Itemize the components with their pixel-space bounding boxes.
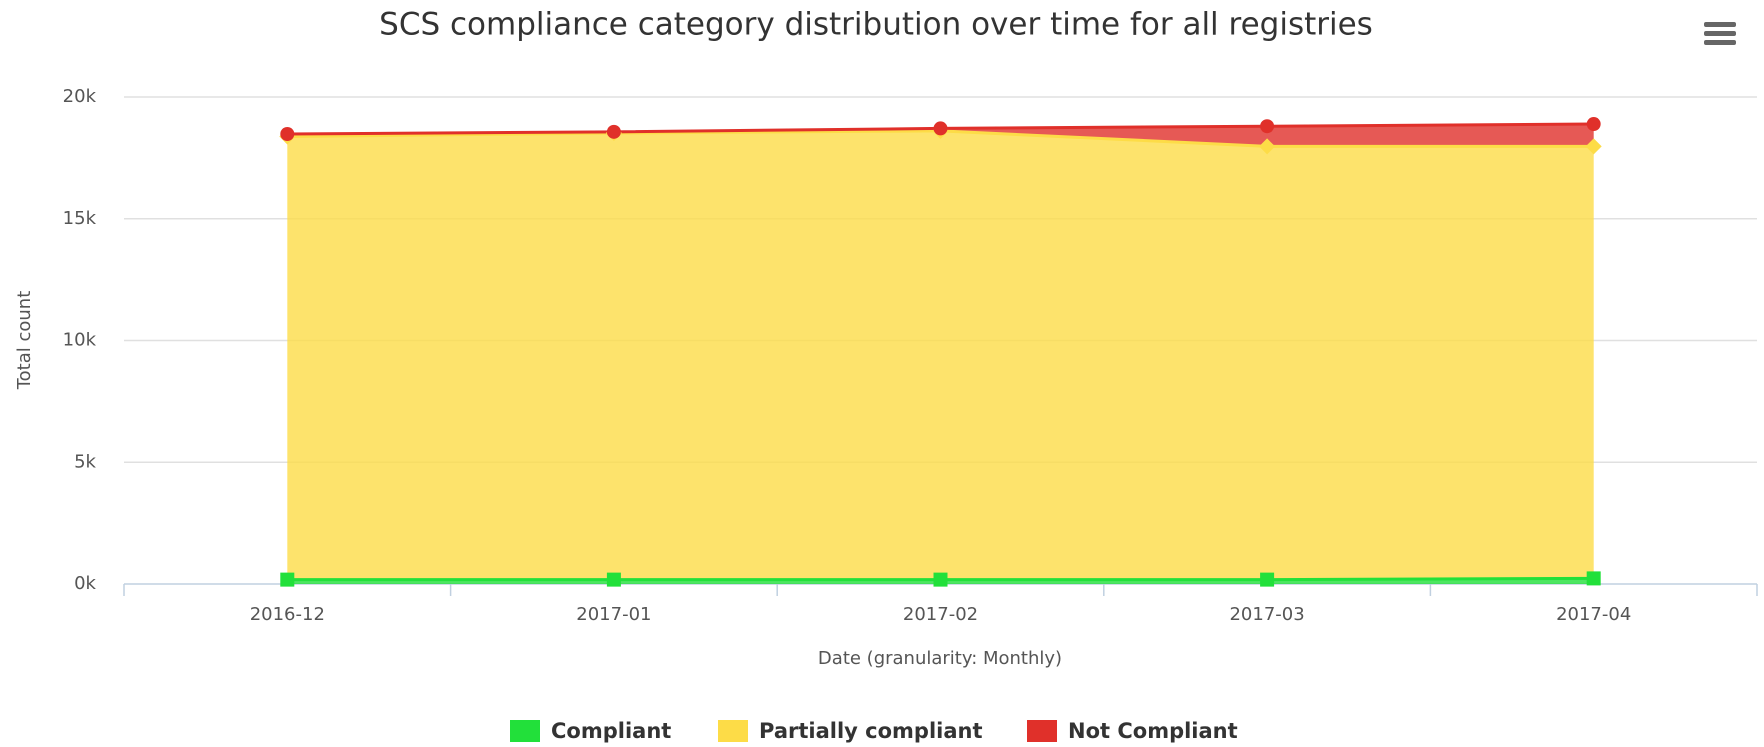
legend-swatch	[718, 720, 748, 742]
x-tick-label: 2017-03	[1229, 604, 1304, 625]
legend-text: Compliant	[551, 719, 671, 743]
marker	[933, 121, 948, 136]
x-axis-title: Date (granularity: Monthly)	[818, 648, 1062, 669]
legend-item[interactable]: Compliant	[510, 719, 671, 743]
y-tick-label: 10k	[63, 330, 97, 351]
area-fill	[287, 130, 1594, 580]
menu-bar	[1704, 40, 1736, 45]
marker	[1260, 119, 1275, 134]
marker	[1586, 117, 1601, 132]
x-tick-label: 2017-02	[903, 604, 978, 625]
y-tick-label: 20k	[63, 86, 97, 107]
y-tick-label: 0k	[74, 573, 96, 594]
y-tick-label: 5k	[74, 451, 96, 472]
menu-bar	[1704, 22, 1736, 27]
legend-text: Partially compliant	[759, 719, 983, 743]
x-tick-label: 2017-01	[576, 604, 651, 625]
chart-title: SCS compliance category distribution ove…	[379, 7, 1373, 43]
legend-text: Not Compliant	[1068, 719, 1238, 743]
marker	[1585, 138, 1602, 155]
marker	[606, 572, 621, 587]
x-tick-label: 2016-12	[250, 604, 325, 625]
legend-item[interactable]: Not Compliant	[1027, 719, 1238, 743]
marker	[933, 572, 948, 587]
marker	[280, 572, 295, 587]
marker	[280, 127, 295, 142]
marker	[1260, 572, 1275, 587]
legend-swatch	[1027, 720, 1057, 742]
x-tick-label: 2017-04	[1556, 604, 1631, 625]
marker	[1586, 571, 1601, 586]
marker	[606, 124, 621, 139]
y-axis-title: Total count	[14, 291, 35, 391]
marker	[1259, 138, 1276, 155]
menu-bar	[1704, 31, 1736, 36]
menu-button[interactable]	[1704, 22, 1736, 45]
legend-item[interactable]: Partially compliant	[718, 719, 983, 743]
y-tick-label: 15k	[63, 208, 97, 229]
legend-swatch	[510, 720, 540, 742]
